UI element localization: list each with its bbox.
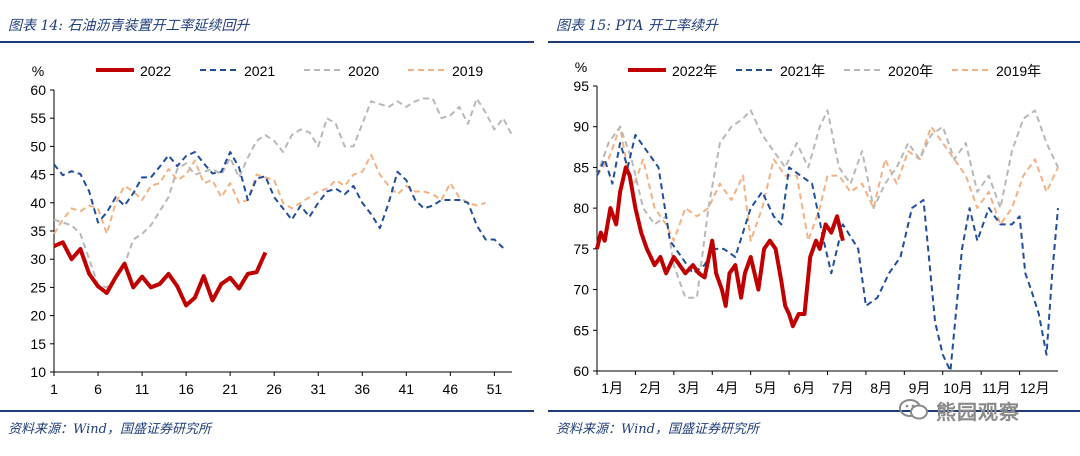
- x-tick-label: 3月: [678, 380, 700, 396]
- y-tick-label: 45: [30, 167, 46, 183]
- y-tick-label: 50: [30, 138, 46, 154]
- watermark: 熊园观察: [898, 396, 1068, 424]
- legend-label-2021: 2021: [244, 63, 275, 79]
- x-tick-label: 4月: [717, 380, 739, 396]
- y-tick-label: 10: [30, 364, 46, 380]
- legend-label-2021年: 2021年: [780, 63, 825, 79]
- title-rule: [0, 41, 534, 43]
- x-tick-label: 1: [50, 381, 58, 397]
- y-tick-label: 40: [30, 195, 46, 211]
- x-tick-label: 5月: [755, 380, 777, 396]
- x-tick-label: 10月: [943, 380, 973, 396]
- y-unit-label: %: [575, 59, 587, 75]
- series-line-2022: [53, 240, 268, 308]
- x-tick-label: 11: [135, 381, 150, 397]
- x-tick-label: 26: [266, 381, 282, 397]
- x-tick-label: 6月: [793, 380, 815, 396]
- chart-panel-asphalt: 图表 14: 石油沥青装置开工率延续回升 10 15 20 25 30 35 40 45 50 5…: [0, 0, 534, 456]
- x-tick-label: 9月: [909, 380, 931, 396]
- x-tick-label: 8月: [870, 380, 892, 396]
- x-tick-label: 16: [178, 381, 194, 397]
- chart-panel-pta: 图表 15: PTA 开工率续升 60 65 70 75 80 85 90 95% 1月 2月 3月…: [548, 0, 1080, 456]
- x-tick-label: 6: [94, 381, 102, 397]
- x-tick-label: 41: [399, 381, 415, 397]
- y-tick-label: 55: [30, 110, 46, 126]
- y-tick-label: 95: [573, 78, 589, 94]
- y-tick-label: 90: [573, 119, 589, 135]
- pta-chart-svg: 60 65 70 75 80 85 90 95% 1月 2月 3月 4月 5月 6月 7月 8月 9月 10月 11…: [573, 59, 1059, 396]
- wechat-icon: [899, 399, 928, 420]
- series-line-2021: [53, 151, 504, 249]
- legend-label-2022: 2022: [140, 63, 171, 79]
- x-tick-label: 11月: [982, 380, 1011, 396]
- y-tick-label: 30: [30, 251, 46, 267]
- y-tick-label: 25: [30, 279, 46, 295]
- series-line-2022年: [595, 165, 845, 329]
- legend-label-2020年: 2020年: [888, 63, 933, 79]
- y-tick-label: 70: [573, 282, 589, 298]
- x-tick-label: 21: [222, 381, 238, 397]
- x-tick-label: 7月: [832, 380, 854, 396]
- x-tick-label: 2月: [640, 380, 662, 396]
- title-rule: [548, 41, 1080, 43]
- x-tick-label: 36: [354, 381, 370, 397]
- legend-label-2020: 2020: [348, 63, 379, 79]
- y-tick-label: 15: [30, 336, 46, 352]
- y-tick-label: 80: [573, 200, 589, 216]
- x-tick-label: 51: [487, 381, 503, 397]
- y-tick-label: 20: [30, 308, 46, 324]
- x-tick-label: 46: [443, 381, 459, 397]
- watermark-text: 熊园观察: [936, 400, 1020, 424]
- chart-title: 图表 15: PTA 开工率续升: [556, 18, 718, 34]
- series-line-2021年: [596, 133, 1059, 372]
- x-tick-label: 31: [310, 381, 326, 397]
- chart-title: 图表 14: 石油沥青装置开工率延续回升: [8, 18, 250, 34]
- source-rule: [0, 410, 534, 412]
- source-rule: [548, 410, 1080, 412]
- y-tick-label: 60: [30, 82, 46, 98]
- y-tick-label: 35: [30, 223, 46, 239]
- series-line-2019: [53, 153, 486, 235]
- y-tick-label: 60: [573, 363, 589, 379]
- x-tick-label: 1月: [601, 380, 623, 396]
- legend-label-2022年: 2022年: [672, 63, 717, 79]
- y-unit-label: %: [32, 63, 44, 79]
- legend-label-2019: 2019: [452, 63, 483, 79]
- y-tick-label: 65: [573, 322, 589, 338]
- source-note: 资料来源：Wind，国盛证券研究所: [8, 422, 211, 437]
- y-tick-label: 85: [573, 159, 589, 175]
- y-tick-label: 75: [573, 241, 589, 257]
- series-line-2020: [53, 97, 513, 289]
- series-line-2019年: [596, 125, 1059, 242]
- source-note: 资料来源：Wind，国盛证券研究所: [556, 422, 759, 437]
- legend-label-2019年: 2019年: [996, 63, 1041, 79]
- x-tick-label: 12月: [1020, 380, 1050, 396]
